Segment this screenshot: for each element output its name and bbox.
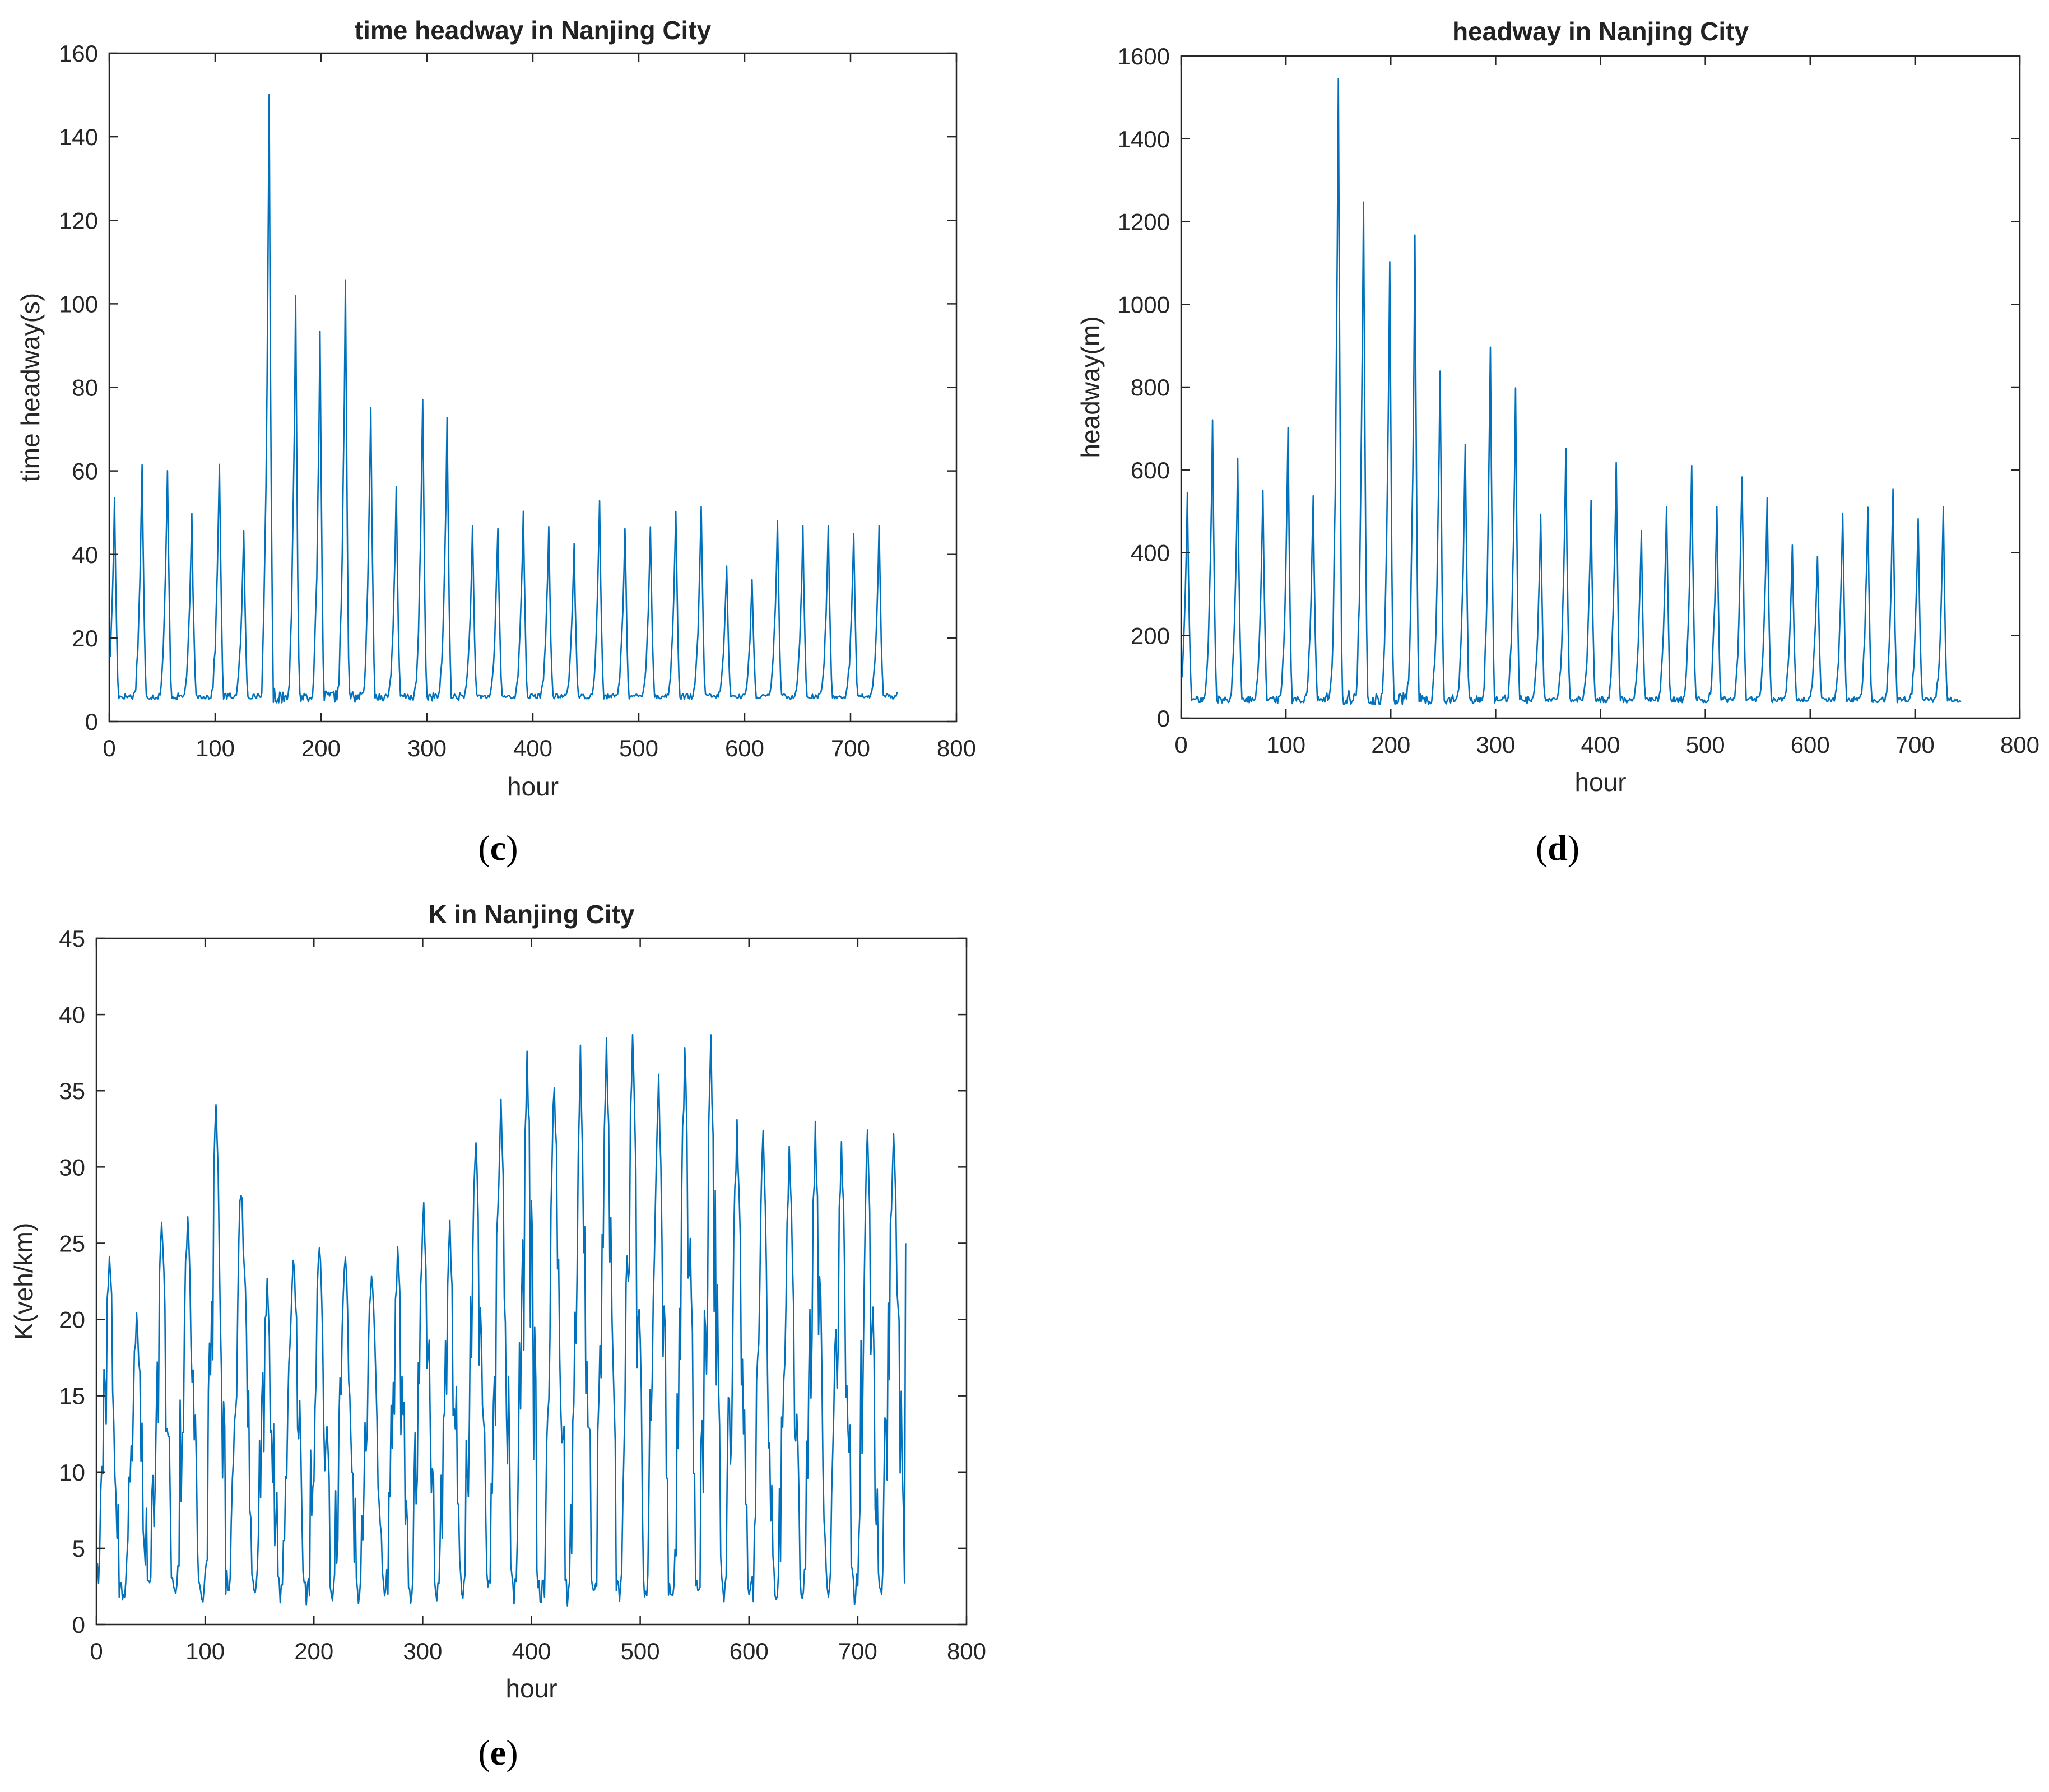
- y-tick-label: 1200: [1118, 209, 1170, 235]
- x-tick-label: 700: [1895, 732, 1935, 758]
- x-axis-label: hour: [507, 772, 559, 801]
- y-tick-label: 1400: [1118, 126, 1170, 152]
- x-tick-label: 500: [619, 735, 658, 761]
- x-axis-label: hour: [1574, 767, 1626, 797]
- y-axis-label: headway(m): [1076, 316, 1105, 458]
- y-tick-label: 120: [59, 207, 98, 234]
- y-tick-label: 45: [59, 925, 85, 952]
- panel-label-e: (e): [478, 1733, 518, 1772]
- plot-area-frame: [1180, 55, 2021, 719]
- y-tick-label: 160: [59, 40, 98, 67]
- y-tick-label: 400: [1131, 540, 1170, 566]
- y-tick-label: 35: [59, 1078, 85, 1104]
- x-tick-label: 400: [1581, 732, 1620, 758]
- x-tick-label: 100: [1266, 732, 1305, 758]
- x-tick-label: 400: [513, 735, 552, 761]
- y-tick-label: 1000: [1118, 291, 1170, 318]
- y-tick-label: 140: [59, 124, 98, 150]
- y-tick-label: 40: [59, 1002, 85, 1028]
- y-tick-label: 0: [85, 709, 98, 735]
- x-tick-label: 300: [1476, 732, 1515, 758]
- x-tick-label: 500: [1686, 732, 1725, 758]
- x-tick-label: 100: [196, 735, 235, 761]
- series-line: [96, 1034, 907, 1607]
- x-tick-label: 200: [301, 735, 341, 761]
- panel-label-d: (d): [1536, 828, 1579, 868]
- chart-title: K in Nanjing City: [429, 900, 635, 929]
- y-tick-label: 60: [72, 458, 98, 485]
- y-tick-label: 5: [72, 1535, 85, 1562]
- chart-title: time headway in Nanjing City: [355, 16, 712, 45]
- y-tick-label: 20: [72, 625, 98, 651]
- x-tick-label: 700: [831, 735, 870, 761]
- x-tick-label: 200: [294, 1638, 333, 1664]
- x-tick-label: 600: [725, 735, 764, 761]
- y-tick-label: 30: [59, 1154, 85, 1180]
- y-tick-label: 200: [1131, 622, 1170, 649]
- x-tick-label: 600: [730, 1638, 769, 1664]
- x-tick-label: 100: [185, 1638, 225, 1664]
- x-axis-label: hour: [505, 1674, 557, 1703]
- x-tick-label: 400: [512, 1638, 551, 1664]
- y-tick-label: 600: [1131, 457, 1170, 483]
- x-tick-label: 700: [838, 1638, 877, 1664]
- y-tick-label: 1600: [1118, 43, 1170, 69]
- y-tick-label: 15: [59, 1383, 85, 1409]
- chart-time-headway: 0 100 200 300 400 500 600 700 800 0 20 40 60 80 100 120…: [16, 16, 976, 801]
- x-tick-label: 800: [947, 1638, 986, 1664]
- y-tick-label: 0: [1157, 705, 1170, 732]
- x-tick-label: 200: [1371, 732, 1410, 758]
- y-tick-label: 100: [59, 291, 98, 317]
- x-tick-label: 0: [1174, 732, 1187, 758]
- x-tick-label: 500: [621, 1638, 660, 1664]
- y-tick-label: 80: [72, 375, 98, 401]
- x-tick-label: 300: [407, 735, 447, 761]
- chart-title: headway in Nanjing City: [1452, 17, 1749, 46]
- y-tick-label: 40: [72, 542, 98, 568]
- x-tick-label: 600: [1791, 732, 1830, 758]
- y-tick-label: 10: [59, 1459, 85, 1486]
- chart-headway: 0 100 200 300 400 500 600 700 800 0 200 400 600 800 10…: [1076, 17, 2039, 797]
- x-tick-label: 300: [403, 1638, 442, 1664]
- y-tick-label: 25: [59, 1230, 85, 1256]
- y-tick-label: 800: [1131, 374, 1170, 401]
- y-tick-label: 20: [59, 1307, 85, 1333]
- x-tick-label: 0: [103, 735, 115, 761]
- series-line: [109, 94, 898, 704]
- plot-area-frame: [108, 52, 958, 723]
- y-axis-label: K(veh/km): [9, 1223, 38, 1340]
- series-line: [1181, 78, 1962, 705]
- x-tick-label: 800: [2000, 732, 2039, 758]
- y-tick-label: 0: [72, 1612, 85, 1638]
- panel-label-c: (c): [478, 828, 518, 868]
- x-tick-label: 0: [90, 1638, 103, 1664]
- x-tick-label: 800: [937, 735, 976, 761]
- chart-density-k: 0 100 200 300 400 500 600 700 800 0 5 10 15 20 25 30 35 4…: [9, 900, 986, 1703]
- y-axis-label: time headway(s): [16, 293, 45, 482]
